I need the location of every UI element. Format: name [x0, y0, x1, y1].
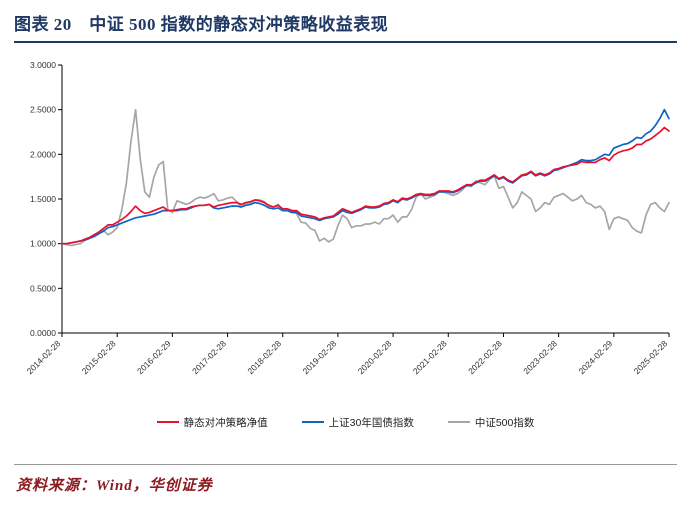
svg-text:2015-02-28: 2015-02-28 [80, 338, 118, 376]
svg-text:2016-02-29: 2016-02-29 [135, 338, 173, 376]
legend-line-swatch [301, 421, 324, 423]
figure-header: 图表 20 中证 500 指数的静态对冲策略收益表现 [14, 8, 677, 41]
title-underline [14, 41, 677, 43]
svg-text:2014-02-28: 2014-02-28 [25, 338, 63, 376]
legend-item: 上证30年国债指数 [301, 415, 414, 430]
svg-text:2020-02-28: 2020-02-28 [356, 338, 394, 376]
svg-text:2022-02-28: 2022-02-28 [466, 338, 504, 376]
svg-text:2021-02-28: 2021-02-28 [411, 338, 449, 376]
legend-label: 静态对冲策略净值 [183, 416, 268, 429]
figure-footer: 资料来源：Wind，华创证券 [14, 464, 677, 510]
svg-text:1.0000: 1.0000 [30, 239, 56, 249]
svg-text:2017-02-28: 2017-02-28 [190, 338, 228, 376]
svg-text:2024-02-29: 2024-02-29 [576, 338, 614, 376]
svg-text:2018-02-28: 2018-02-28 [245, 338, 283, 376]
svg-text:0.0000: 0.0000 [30, 328, 56, 338]
svg-text:2019-02-28: 2019-02-28 [301, 338, 339, 376]
legend-line-swatch [447, 421, 470, 423]
legend-label: 上证30年国债指数 [328, 416, 414, 429]
svg-text:2.0000: 2.0000 [30, 149, 56, 159]
legend-line-swatch [156, 421, 179, 423]
svg-text:2.5000: 2.5000 [30, 105, 56, 115]
figure-title: 图表 20 中证 500 指数的静态对冲策略收益表现 [14, 15, 389, 34]
svg-text:0.5000: 0.5000 [30, 283, 56, 293]
legend-label: 中证500指数 [474, 416, 535, 429]
chart-legend: 静态对冲策略净值 上证30年国债指数 中证500指数 [16, 411, 675, 433]
line-chart: 0.0000 0.5000 1.0000 1.5000 2.0000 2.5000 3.00… [25, 60, 670, 376]
legend-item: 中证500指数 [447, 415, 535, 430]
chart-area: 0.0000 0.5000 1.0000 1.5000 2.0000 2.5000 3.00… [14, 49, 677, 433]
legend-item: 静态对冲策略净值 [156, 415, 268, 430]
source-note: 资料来源：Wind，华创证券 [16, 478, 213, 494]
svg-text:1.5000: 1.5000 [30, 194, 56, 204]
svg-text:2025-02-28: 2025-02-28 [632, 338, 670, 376]
svg-text:2023-02-28: 2023-02-28 [521, 338, 559, 376]
svg-text:3.0000: 3.0000 [30, 60, 56, 70]
